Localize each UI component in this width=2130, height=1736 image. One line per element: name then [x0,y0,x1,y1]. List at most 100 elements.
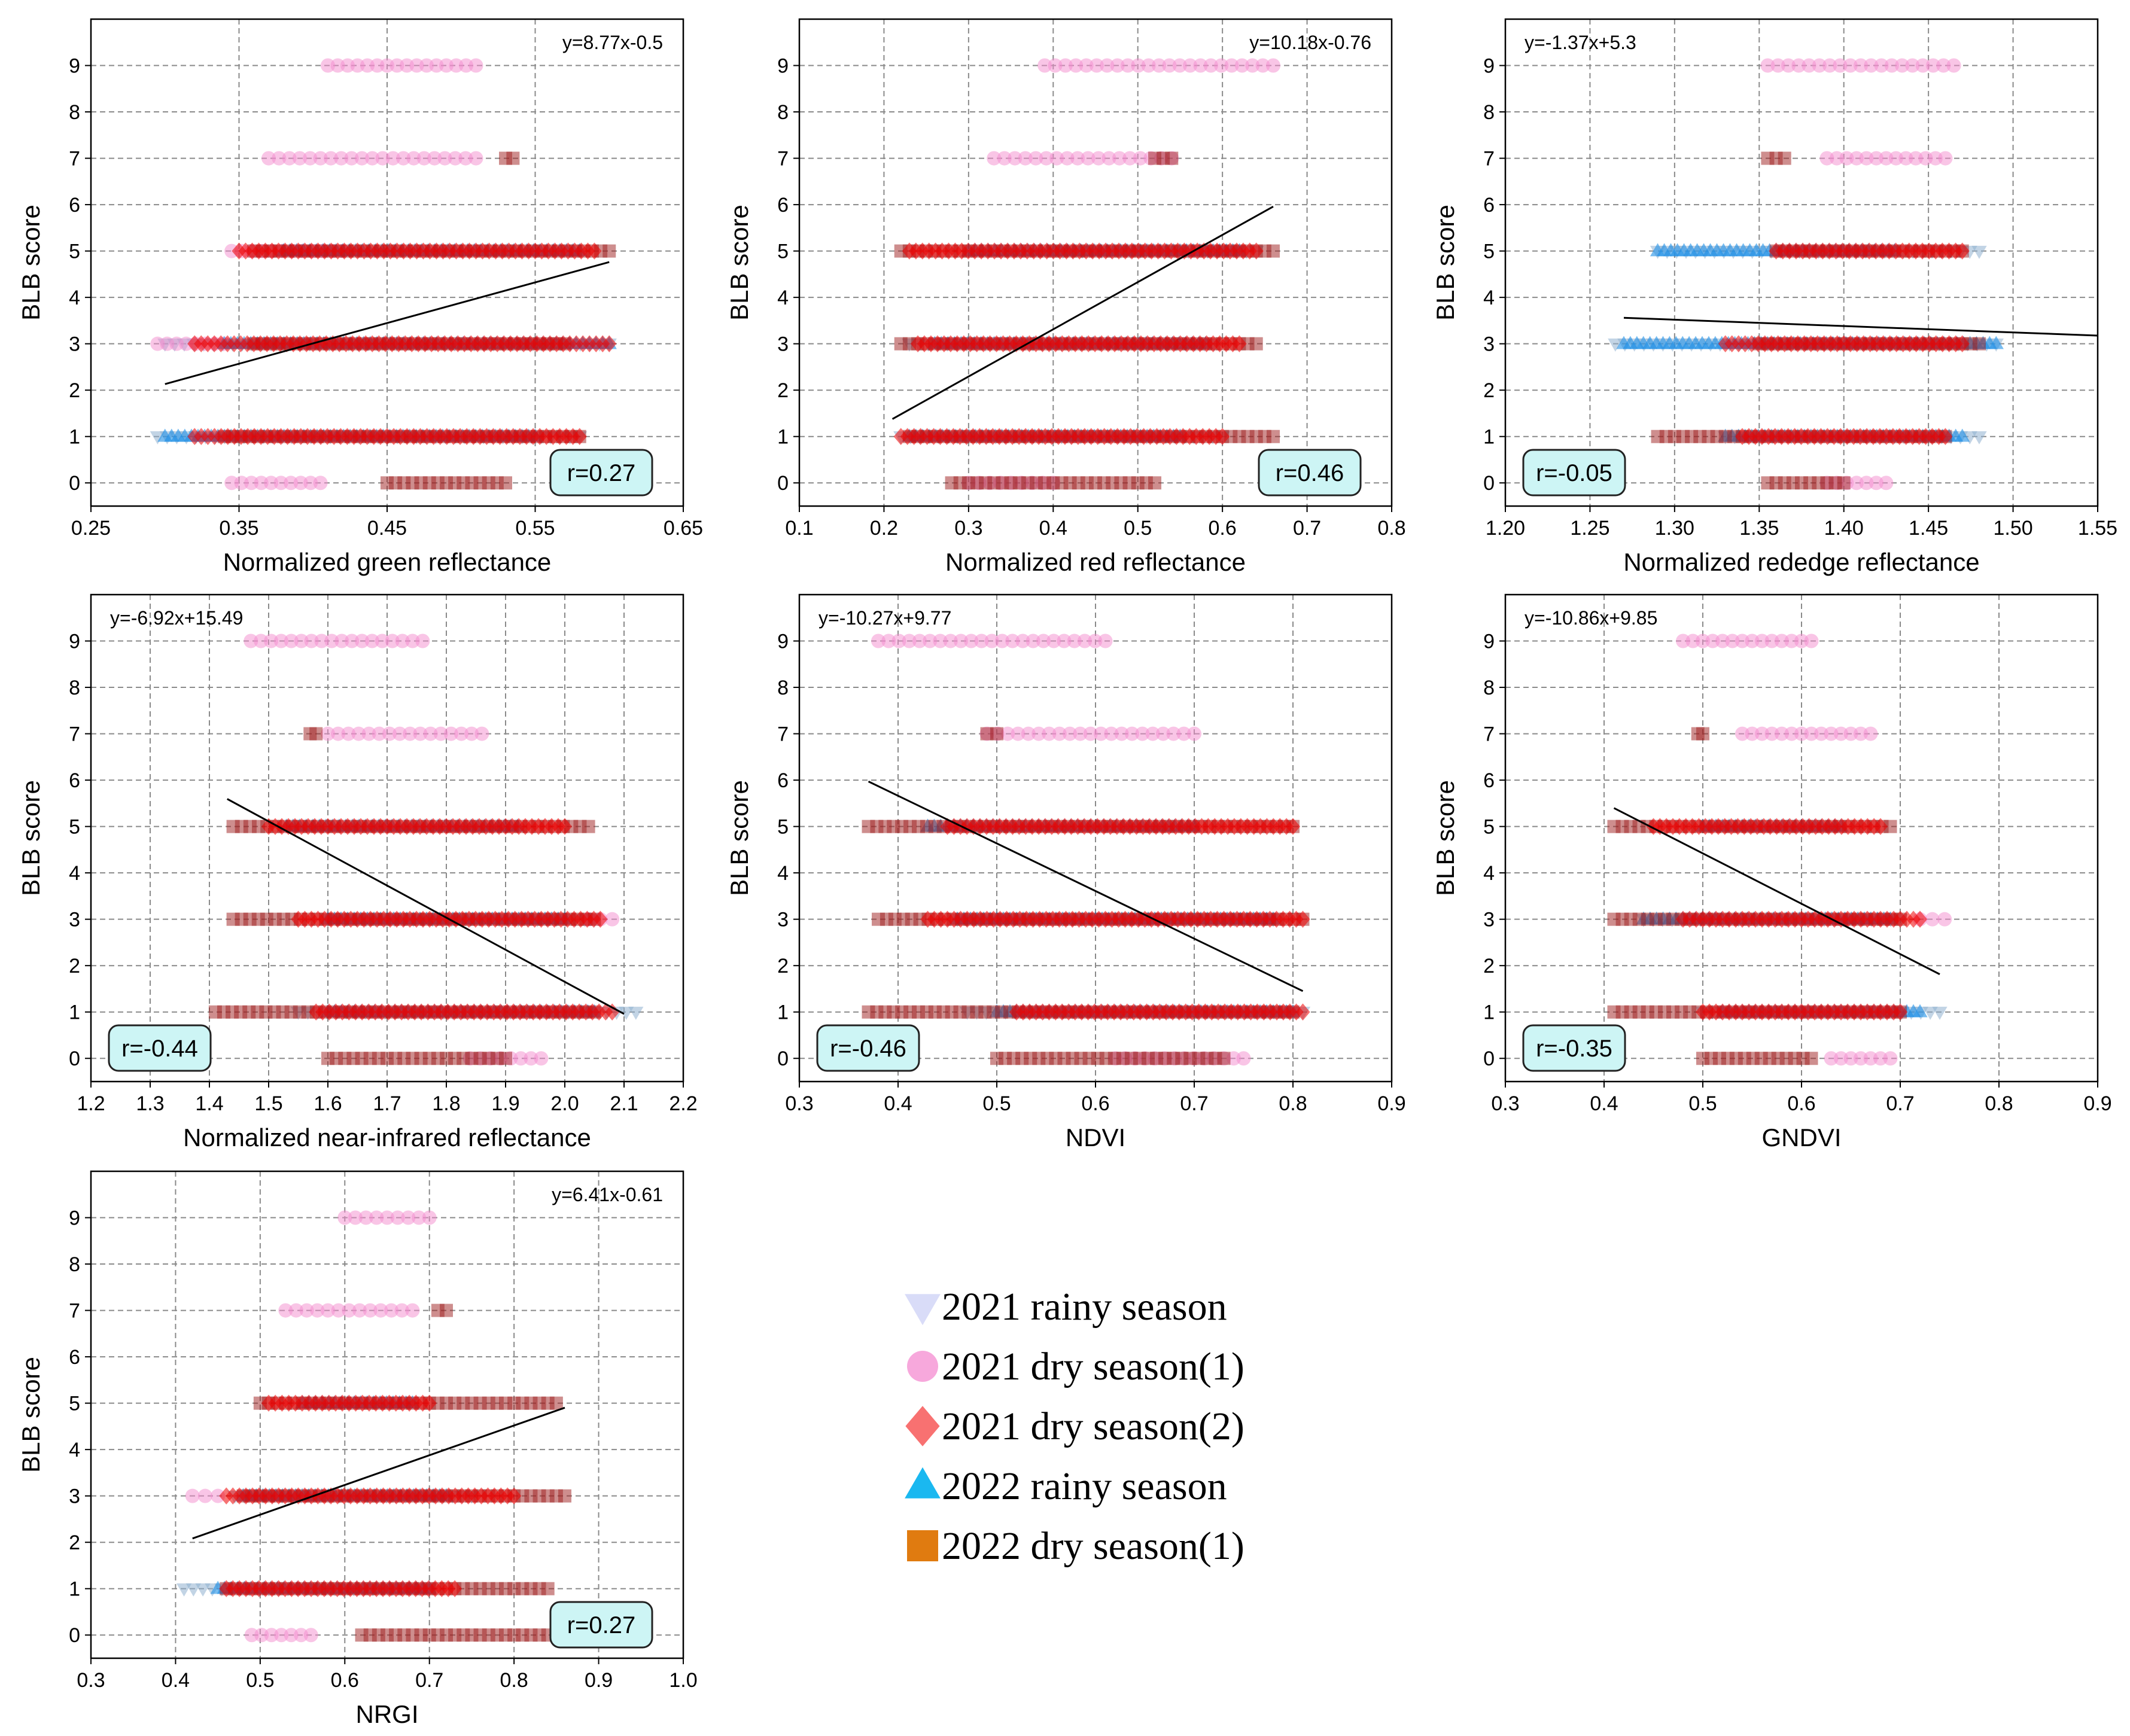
equation-label: y=-1.37x+5.3 [1525,32,1636,53]
data-point [605,912,620,927]
y-tick-label: 8 [69,101,80,124]
data-point [303,476,318,491]
data-point [1295,1003,1310,1021]
data-point [396,151,411,166]
y-tick-label: 6 [69,769,80,792]
data-point [1874,58,1889,73]
data-point [1829,151,1844,166]
data-point [513,1051,528,1066]
x-tick-label: 0.4 [884,1092,912,1115]
x-tick-label: 0.3 [785,1092,813,1115]
data-point [1971,431,1987,444]
r-value-label: r=0.46 [1276,460,1344,486]
data-point [1249,337,1263,351]
x-tick-label: 1.45 [1909,517,1948,540]
x-axis-label: NRGI [356,1700,419,1728]
data-points [1607,634,1952,1066]
y-tick-label: 3 [69,333,80,356]
x-tick-label: 0.9 [2083,1092,2111,1115]
data-point [1794,634,1809,648]
x-tick-label: 0.7 [415,1669,443,1692]
y-tick-label: 6 [1483,769,1495,792]
x-tick-label: 0.6 [331,1669,359,1692]
data-point [1937,912,1952,927]
data-point [334,151,349,166]
data-point [1042,726,1057,741]
data-point [1879,151,1894,166]
x-tick-label: 0.35 [219,517,258,540]
y-axis-label: BLB score [725,205,753,321]
y-tick-label: 6 [777,194,789,217]
y-tick-label: 4 [1483,862,1495,885]
data-point [1131,58,1146,73]
data-point [1052,726,1067,741]
x-tick-label: 0.8 [1279,1092,1307,1115]
series-2021-dry-season-2 [261,818,620,1021]
data-point [1148,476,1161,490]
data-point [1156,726,1171,741]
y-tick-label: 4 [69,1439,80,1461]
data-point [912,634,927,648]
data-point [1745,726,1760,741]
y-tick-label: 5 [1483,240,1495,263]
data-point [448,151,462,166]
x-tick-label: 1.35 [1739,517,1779,540]
y-tick-label: 4 [777,862,789,885]
plot-frame [798,18,1393,507]
data-point [294,634,309,648]
data-point [1873,1051,1888,1066]
data-point [313,151,328,166]
data-point [1060,151,1075,166]
data-point [211,1488,226,1503]
plot-area [1505,19,2098,506]
data-point [1172,58,1187,73]
data-point [1791,58,1806,73]
data-point [321,1303,335,1318]
data-point [1224,58,1239,73]
x-tick-label: 0.7 [1886,1092,1914,1115]
data-point [943,634,958,648]
data-point [375,634,390,648]
data-point [1755,726,1769,741]
data-point [1083,726,1098,741]
y-tick-label: 1 [69,426,80,449]
y-tick-label: 3 [69,1485,80,1508]
data-point [390,58,404,73]
y-tick-label: 8 [69,1253,80,1276]
data-point [1922,1006,1938,1020]
data-point [274,1628,289,1643]
data-point [1915,58,1930,73]
data-point [1266,58,1280,73]
data-point [964,634,979,648]
y-tick-label: 2 [777,955,789,977]
y-tick-label: 0 [777,472,789,495]
x-tick-label: 0.9 [1377,1092,1405,1115]
y-tick-label: 1 [1483,426,1495,449]
data-point [282,151,297,166]
data-point [1822,58,1837,73]
y-tick-label: 6 [69,194,80,217]
data-point [1078,634,1092,648]
data-point [278,1303,293,1318]
data-point [1843,1051,1858,1066]
data-point [363,1303,378,1318]
legend-marker-diamond-icon [905,1406,940,1446]
legend-label: 2021 dry season(2) [942,1405,1244,1448]
data-point [344,151,359,166]
x-tick-label: 1.6 [314,1092,342,1115]
data-point [1133,151,1148,166]
x-tick-label: 0.7 [1293,517,1321,540]
data-point [933,634,948,648]
data-point [1879,476,1894,491]
y-tick-label: 3 [1483,333,1495,356]
data-point [1715,634,1730,648]
data-point [244,476,259,491]
data-point [1755,634,1769,648]
data-point [401,1210,416,1225]
y-tick-label: 5 [1483,816,1495,839]
x-tick-label: 1.3 [136,1092,164,1115]
y-tick-label: 7 [1483,148,1495,170]
data-point [1039,151,1054,166]
y-tick-label: 9 [1483,55,1495,78]
data-point [1925,912,1940,927]
